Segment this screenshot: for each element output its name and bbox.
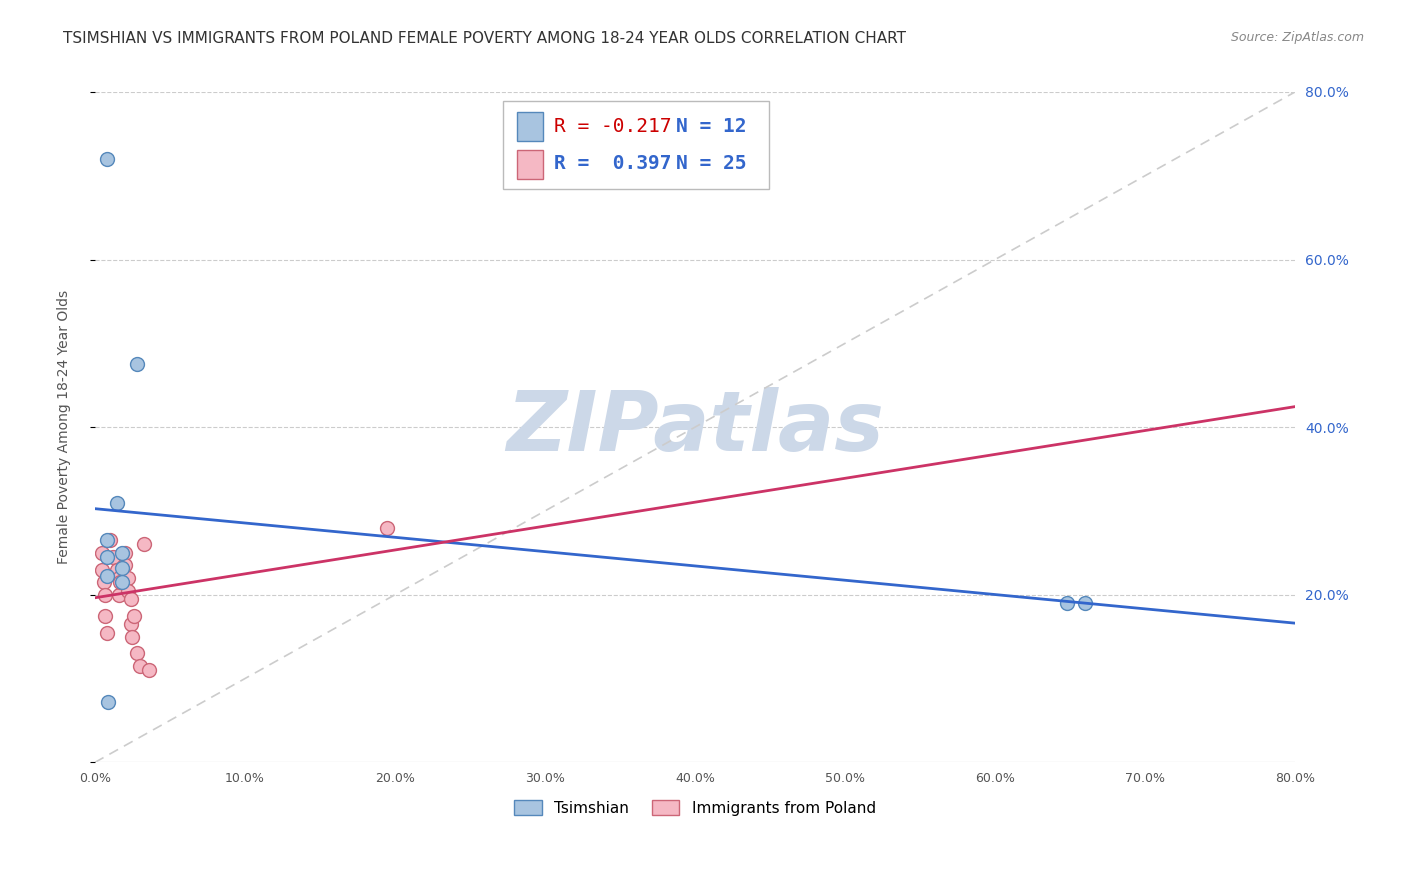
Point bbox=[91, 546, 114, 560]
Point bbox=[121, 630, 143, 644]
Point bbox=[105, 495, 128, 509]
Text: R = -0.217: R = -0.217 bbox=[554, 117, 672, 136]
Legend: Tsimshian, Immigrants from Poland: Tsimshian, Immigrants from Poland bbox=[508, 794, 882, 822]
Point bbox=[120, 592, 142, 607]
Point bbox=[1056, 596, 1078, 610]
Text: ZIPatlas: ZIPatlas bbox=[506, 386, 884, 467]
Point bbox=[91, 563, 114, 577]
Point bbox=[105, 563, 128, 577]
Text: TSIMSHIAN VS IMMIGRANTS FROM POLAND FEMALE POVERTY AMONG 18-24 YEAR OLDS CORRELA: TSIMSHIAN VS IMMIGRANTS FROM POLAND FEMA… bbox=[63, 31, 907, 46]
Point bbox=[111, 546, 134, 560]
Y-axis label: Female Poverty Among 18-24 Year Olds: Female Poverty Among 18-24 Year Olds bbox=[58, 290, 72, 565]
Text: R =  0.397: R = 0.397 bbox=[554, 154, 672, 173]
Point bbox=[111, 561, 134, 575]
Point bbox=[111, 575, 134, 590]
Point bbox=[97, 695, 120, 709]
Point bbox=[128, 659, 150, 673]
Point bbox=[96, 550, 118, 565]
Point bbox=[94, 588, 117, 602]
Point bbox=[98, 533, 121, 548]
Point bbox=[117, 571, 139, 585]
Point bbox=[96, 152, 118, 166]
Point bbox=[120, 617, 142, 632]
Point bbox=[122, 608, 145, 623]
Point bbox=[114, 558, 136, 573]
Point bbox=[96, 625, 118, 640]
Point bbox=[125, 357, 148, 371]
Point bbox=[117, 583, 139, 598]
Point bbox=[96, 569, 118, 583]
Text: Source: ZipAtlas.com: Source: ZipAtlas.com bbox=[1230, 31, 1364, 45]
Text: N = 12: N = 12 bbox=[676, 117, 747, 136]
Point bbox=[138, 663, 160, 677]
Text: N = 25: N = 25 bbox=[676, 154, 747, 173]
Point bbox=[134, 537, 156, 551]
Point bbox=[93, 575, 115, 590]
Point bbox=[96, 533, 118, 548]
Point bbox=[114, 546, 136, 560]
Point bbox=[101, 550, 124, 565]
Point bbox=[107, 588, 129, 602]
Point bbox=[377, 521, 399, 535]
Point bbox=[1074, 596, 1097, 610]
Point bbox=[110, 575, 132, 590]
Point bbox=[94, 608, 117, 623]
Point bbox=[125, 647, 148, 661]
Point bbox=[107, 571, 129, 585]
